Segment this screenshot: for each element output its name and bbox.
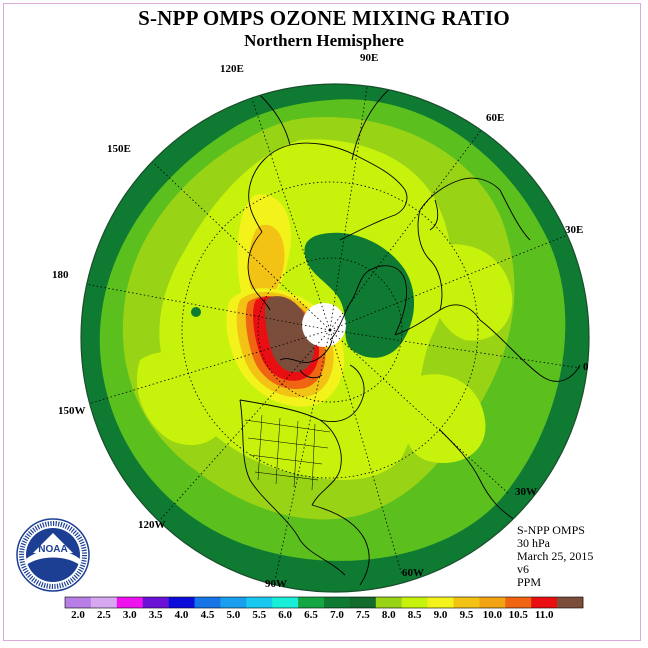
colorbar-tick-label: 7.5 (356, 609, 370, 621)
info-date: March 25, 2015 (517, 549, 594, 563)
info-units: PPM (517, 575, 542, 589)
longitude-labels: 90E 60E 30E 0 30W 60W 90W 120W 150W 180 … (52, 52, 589, 590)
colorbar-tick-label: 2.0 (71, 609, 85, 621)
lon-label-30w: 30W (515, 486, 537, 498)
map-outline (80, 83, 590, 593)
lon-label-0: 0 (583, 361, 589, 373)
colorbar-tick-label: 8.0 (382, 609, 396, 621)
colorbar-tick-label: 5.5 (252, 609, 266, 621)
info-panel: S-NPP OMPS 30 hPa March 25, 2015 v6 PPM (517, 524, 593, 589)
colorbar-tick-label: 10.5 (509, 609, 529, 621)
colorbar-tick-label: 2.5 (97, 609, 111, 621)
colorbar-tick-label: 10.0 (483, 609, 503, 621)
colorbar-tick-label: 9.5 (460, 609, 474, 621)
colorbar-tick-label: 4.5 (201, 609, 215, 621)
colorbar-tick-label: 9.0 (434, 609, 448, 621)
lon-label-180: 180 (52, 269, 69, 281)
lon-label-120w: 120W (138, 519, 166, 531)
lon-label-60w: 60W (402, 567, 424, 579)
us-state-lines (244, 414, 331, 491)
colorbar-swatch (90, 597, 118, 608)
map-subtitle: Northern Hemisphere (244, 31, 404, 50)
colorbar-swatch (453, 597, 480, 608)
coastlines (239, 84, 581, 586)
colorbar-tick-label: 11.0 (535, 609, 554, 621)
noaa-logo: NOAA (16, 518, 90, 592)
map-title: S-NPP OMPS OZONE MIXING RATIO (138, 6, 510, 30)
lon-label-150w: 150W (58, 405, 86, 417)
lon-label-150e: 150E (107, 143, 131, 155)
colorbar-swatch (427, 597, 454, 608)
colorbar-tick-label: 3.0 (123, 609, 137, 621)
colorbar-tick-label: 3.5 (149, 609, 163, 621)
info-version: v6 (517, 562, 529, 576)
colorbar-swatch (557, 597, 584, 608)
colorbar-swatch (220, 597, 247, 608)
info-instrument: S-NPP OMPS (517, 523, 585, 537)
lon-label-60e: 60E (486, 112, 504, 124)
colorbar-swatch (349, 597, 377, 608)
lon-label-30e: 30E (565, 224, 583, 236)
lon-label-120e: 120E (220, 63, 244, 75)
colorbar-tick-label: 8.5 (408, 609, 422, 621)
colorbar-swatch (272, 597, 299, 608)
colorbar-tick-label: 7.0 (330, 609, 344, 621)
colorbar-swatch (479, 597, 506, 608)
info-level: 30 hPa (517, 536, 550, 550)
lon-label-90e: 90E (360, 52, 378, 64)
colorbar-swatch (505, 597, 532, 608)
colorbar-swatch (194, 597, 221, 608)
colorbar-swatch (168, 597, 195, 608)
colorbar-swatch (142, 597, 169, 608)
colorbar-tick-label: 6.0 (278, 609, 292, 621)
colorbar-swatch (531, 597, 558, 608)
lon-label-90w: 90W (265, 578, 287, 590)
colorbar-swatch (116, 597, 143, 608)
figure-frame (3, 3, 641, 641)
colorbar-swatch (324, 597, 351, 608)
colorbar-tick-label: 5.0 (226, 609, 240, 621)
colorbar-swatch (65, 597, 92, 608)
colorbar: 2.0 2.5 3.0 3.5 4.0 4.5 5.0 5.5 6.0 6.5 7.0 7.5 8.0 8… (64, 596, 584, 621)
colorbar-swatch (375, 597, 402, 608)
polar-no-data-circle (302, 303, 346, 347)
colorbar-swatch (401, 597, 428, 608)
colorbar-tick-label: 4.0 (175, 609, 189, 621)
colorbar-swatch (298, 597, 325, 608)
colorbar-swatch (246, 597, 273, 608)
colorbar-border (64, 596, 584, 609)
colorbar-tick-label: 6.5 (304, 609, 318, 621)
noaa-logo-text: NOAA (38, 544, 67, 555)
